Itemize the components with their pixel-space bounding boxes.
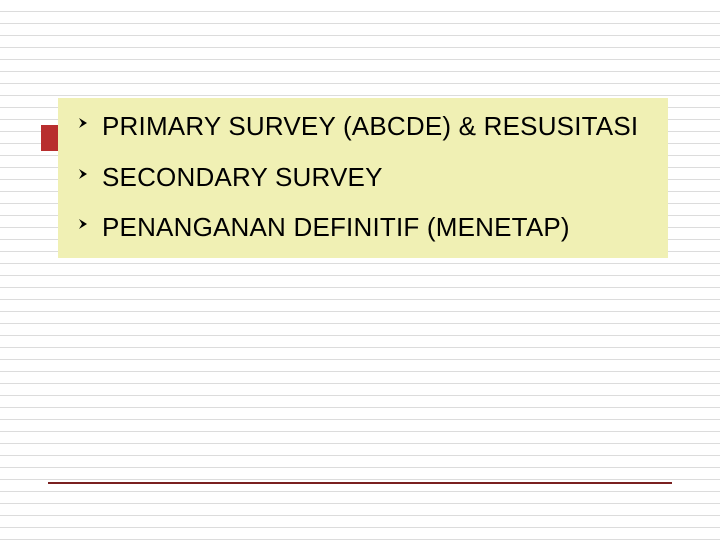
list-item-text: PRIMARY SURVEY (ABCDE) & RESUSITASI xyxy=(102,110,638,143)
bullet-list: PRIMARY SURVEY (ABCDE) & RESUSITASI SECO… xyxy=(76,110,650,244)
list-item-text: PENANGANAN DEFINITIF (MENETAP) xyxy=(102,211,570,244)
footer-divider xyxy=(48,482,672,484)
arrow-bullet-icon xyxy=(76,211,92,237)
content-box: PRIMARY SURVEY (ABCDE) & RESUSITASI SECO… xyxy=(58,98,668,258)
arrow-bullet-icon xyxy=(76,110,92,136)
list-item: PRIMARY SURVEY (ABCDE) & RESUSITASI xyxy=(76,110,650,143)
list-item: SECONDARY SURVEY xyxy=(76,161,650,194)
arrow-bullet-icon xyxy=(76,161,92,187)
list-item: PENANGANAN DEFINITIF (MENETAP) xyxy=(76,211,650,244)
list-item-text: SECONDARY SURVEY xyxy=(102,161,383,194)
